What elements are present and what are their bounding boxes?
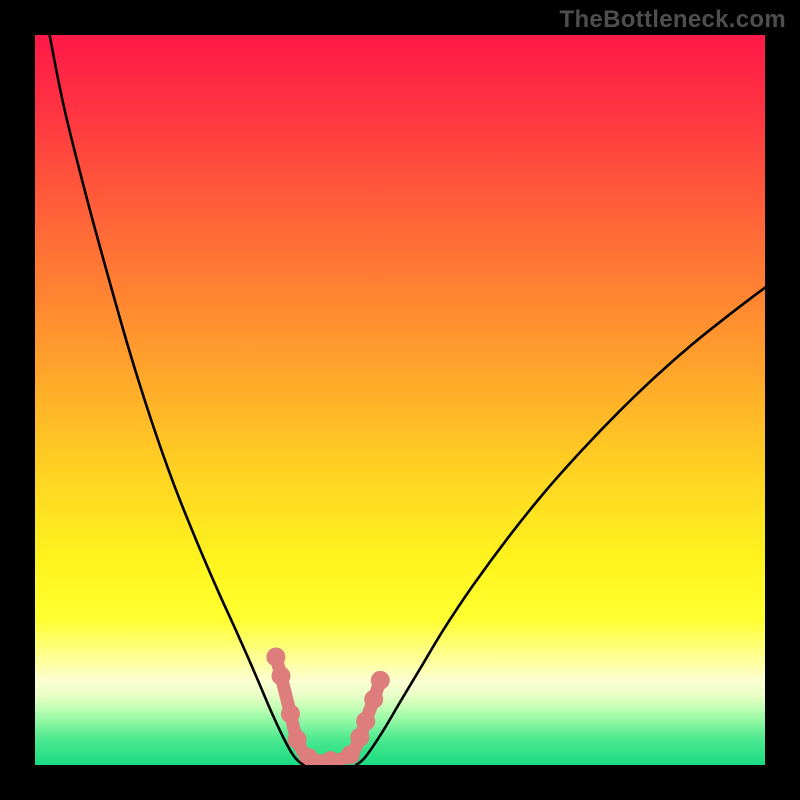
valley-bead (266, 647, 285, 666)
valley-bead (356, 712, 375, 731)
watermark-text: TheBottleneck.com (560, 6, 786, 34)
valley-bead (364, 690, 383, 709)
plot-area (35, 35, 765, 765)
valley-bead (341, 745, 360, 764)
outer-frame: TheBottleneck.com (0, 0, 800, 800)
chart-svg (35, 35, 765, 765)
valley-bead (288, 730, 307, 749)
valley-bead (281, 704, 300, 723)
valley-bead (371, 671, 390, 690)
valley-bead (272, 666, 291, 685)
